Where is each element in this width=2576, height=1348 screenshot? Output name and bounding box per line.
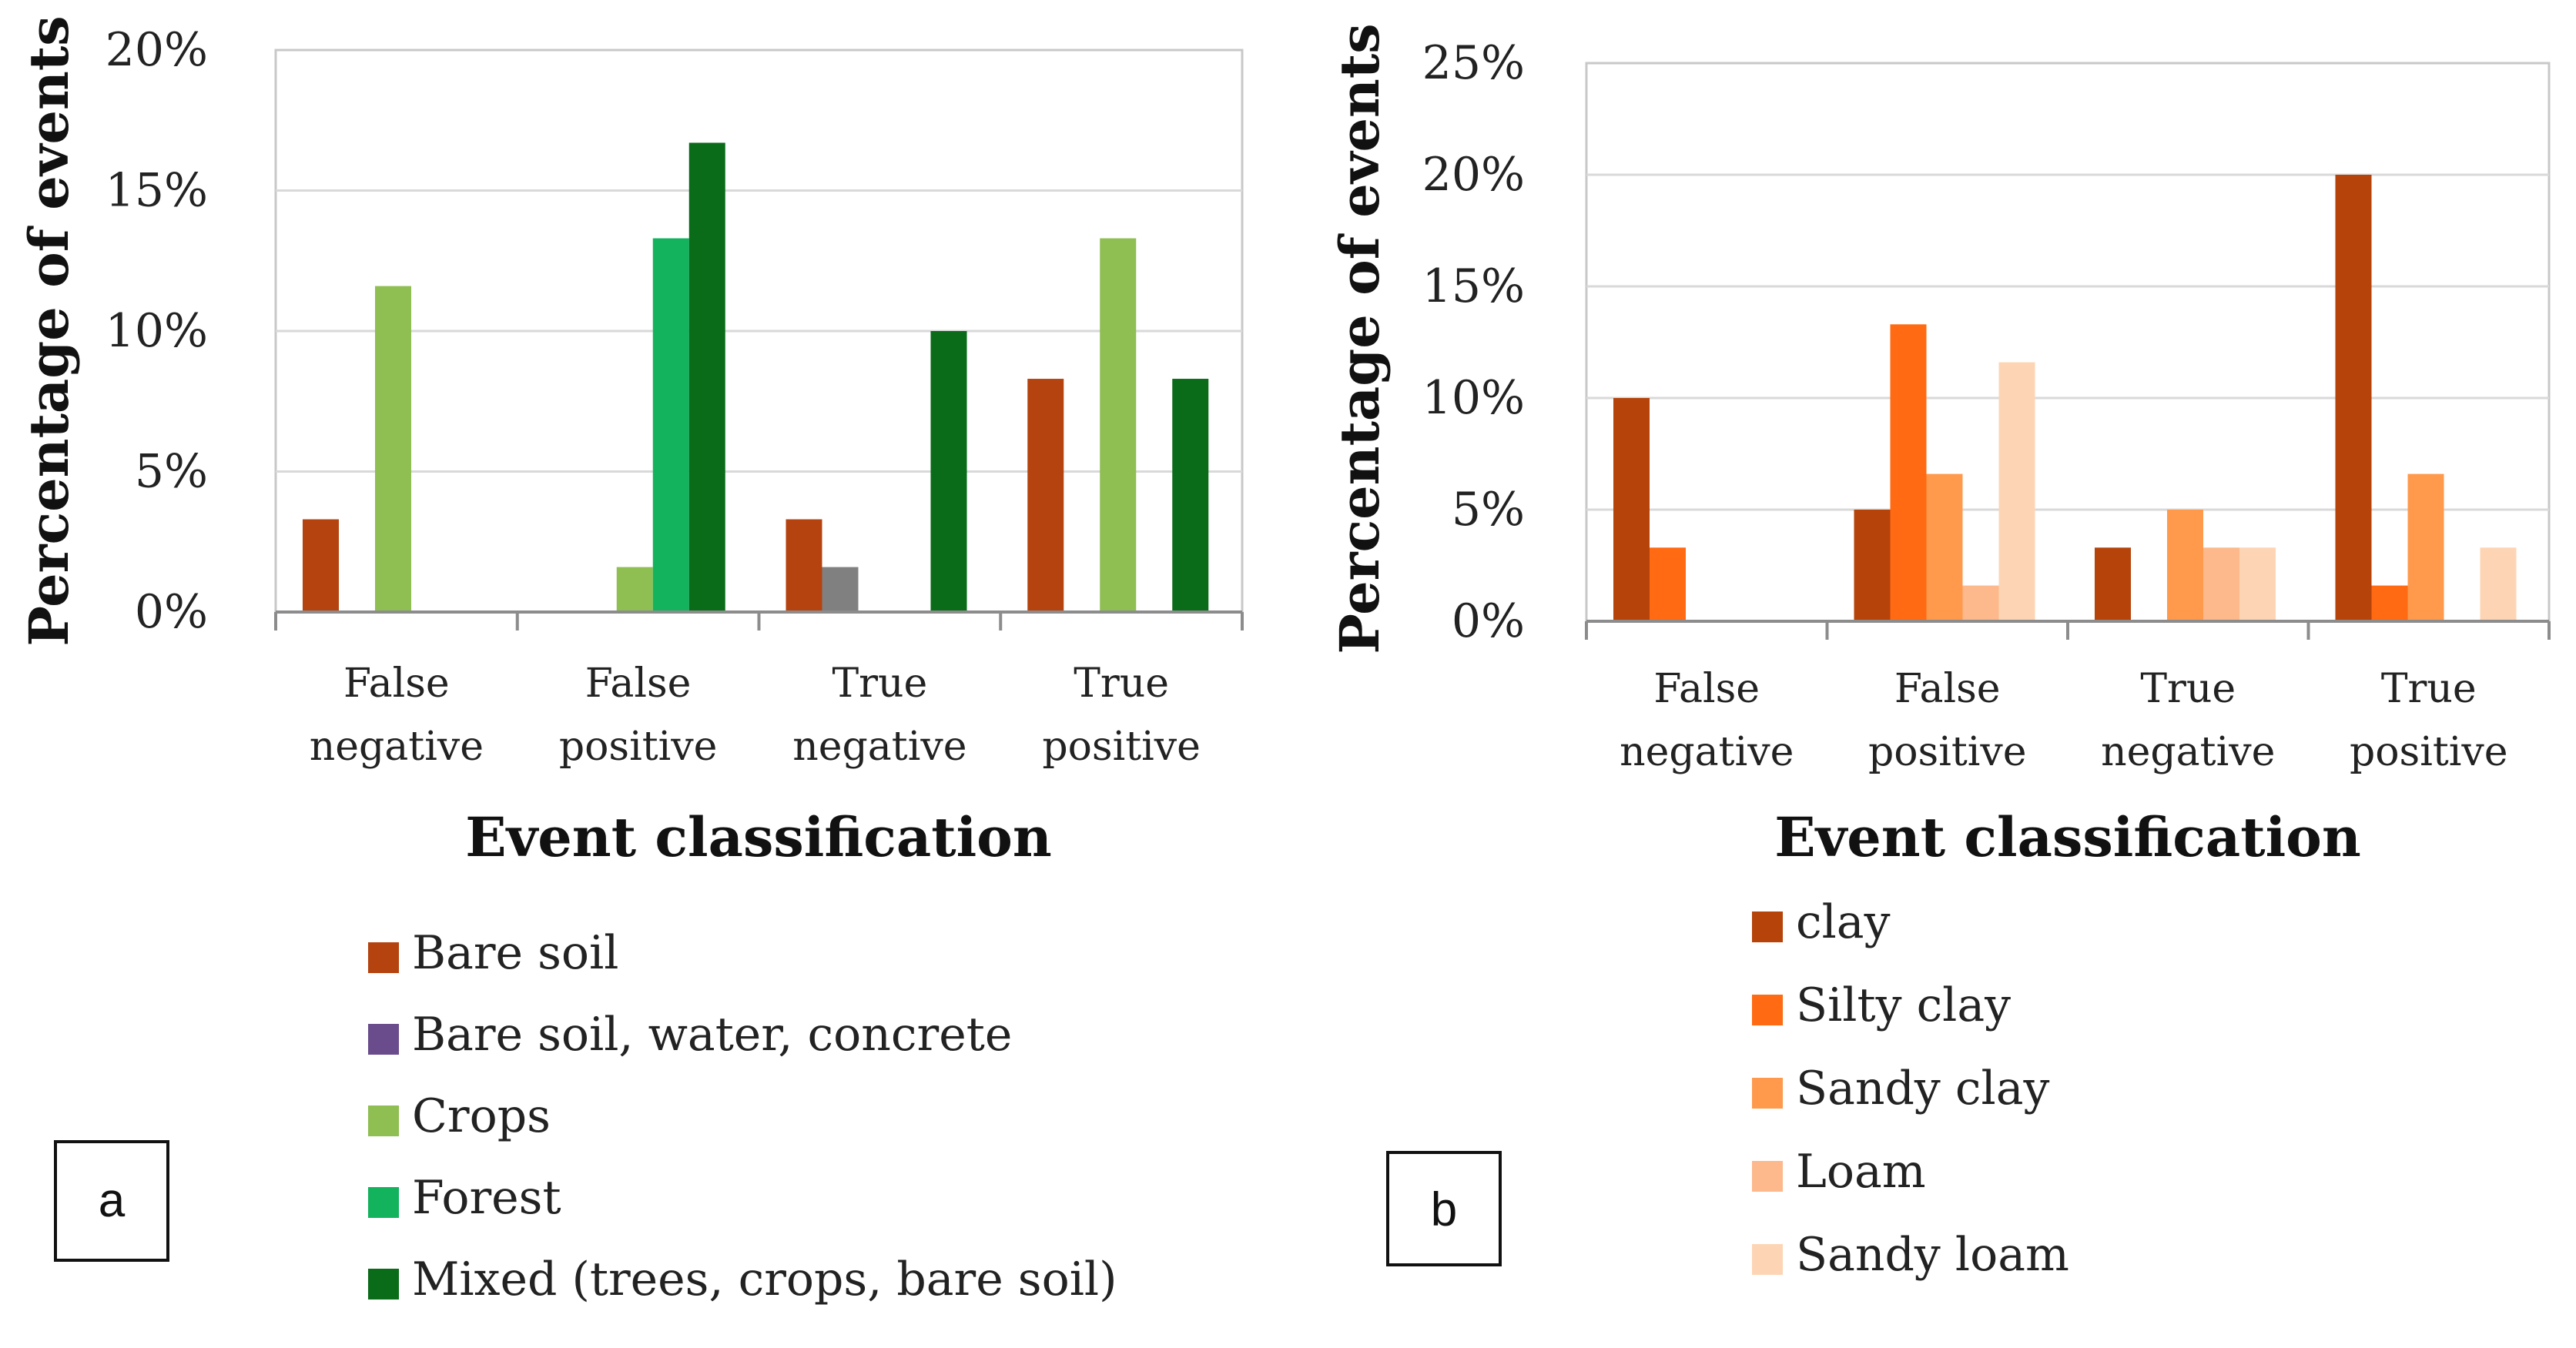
category-label: positive — [1868, 729, 2027, 775]
legend-swatch — [1752, 911, 1783, 942]
y-axis-title-a: Percentage of events — [17, 15, 81, 646]
legend-swatch — [368, 942, 399, 973]
y-tick-label: 20% — [1422, 148, 1525, 202]
bar — [688, 142, 725, 612]
legend-swatch — [1752, 1244, 1783, 1275]
legend-b: clay Silty clay Sandy clay Loam Sandy loam — [1752, 895, 2069, 1282]
legend-label: Silty clay — [1796, 978, 2011, 1032]
category-label: False — [585, 661, 692, 707]
legend-swatch — [368, 1024, 399, 1055]
bar — [2335, 175, 2372, 621]
bar — [2167, 510, 2203, 621]
legend-swatch — [368, 1105, 399, 1136]
y-tick-label: 25% — [1422, 36, 1525, 90]
legend-label: Loam — [1796, 1145, 1926, 1199]
bar — [1172, 379, 1209, 612]
category-labels-b: False negative False positive True negative Tr… — [1620, 666, 2507, 775]
bar — [2371, 585, 2408, 621]
y-tick-labels-a: 0% 5% 10% 15% 20% — [106, 23, 208, 639]
bar — [303, 519, 339, 612]
bar — [1613, 398, 1650, 621]
bar — [2239, 547, 2276, 621]
bar — [375, 286, 411, 612]
bar — [930, 331, 967, 612]
legend-label: Bare soil, water, concrete — [412, 1008, 1012, 1062]
panel-label-a: a — [99, 1174, 126, 1227]
legend-a: Bare soil Bare soil, water, concrete Crops… — [368, 926, 1117, 1306]
category-label: negative — [1620, 729, 1794, 775]
category-label: positive — [1042, 724, 1201, 770]
bar — [1650, 547, 1686, 621]
bar — [2095, 547, 2131, 621]
y-tick-label: 10% — [106, 304, 208, 358]
bars-a — [303, 142, 1209, 612]
y-tick-label: 10% — [1422, 371, 1525, 425]
legend-label: Bare soil — [412, 926, 618, 980]
bar — [1962, 585, 1999, 621]
category-label: positive — [559, 724, 718, 770]
bar — [2407, 473, 2444, 621]
bars-b — [1613, 175, 2517, 621]
bar — [2203, 547, 2239, 621]
bar — [1854, 510, 1891, 621]
bar — [1027, 379, 1064, 612]
category-label: negative — [310, 724, 484, 770]
chart-panel-a: 0% 5% 10% 15% 20% False negative False positive… — [17, 15, 1244, 1306]
bar — [1890, 324, 1927, 621]
y-tick-label: 5% — [1452, 483, 1525, 537]
y-tick-label: 5% — [135, 445, 208, 499]
category-label: False — [1653, 666, 1760, 712]
bar — [822, 567, 859, 612]
bar — [616, 567, 653, 612]
legend-swatch — [1752, 995, 1783, 1025]
legend-swatch — [368, 1269, 399, 1299]
bar — [1100, 238, 1137, 612]
bar — [1998, 362, 2035, 621]
x-axis-title-b: Event classification — [1774, 805, 2361, 869]
chart-panel-b: 0% 5% 10% 15% 20% 25% False negative False posit… — [1328, 23, 2551, 1282]
legend-label: Forest — [412, 1171, 561, 1225]
panel-label-box-b — [1386, 1151, 1502, 1266]
plot-area-b — [1585, 62, 2551, 623]
axes-b — [1585, 620, 2551, 640]
category-label: False — [1894, 666, 2001, 712]
bar — [2480, 547, 2517, 621]
legend-label: Mixed (trees, crops, bare soil) — [412, 1253, 1117, 1306]
gridlines-a — [276, 189, 1242, 473]
category-label: True — [2381, 666, 2477, 712]
y-tick-label: 0% — [135, 585, 208, 639]
y-axis-title-b: Percentage of events — [1328, 23, 1392, 654]
category-label: True — [2140, 666, 2236, 712]
bar — [1926, 473, 1963, 621]
category-label: False — [343, 661, 450, 707]
legend-label: Sandy clay — [1796, 1062, 2049, 1116]
category-label: True — [832, 661, 927, 707]
y-tick-label: 20% — [106, 23, 208, 77]
y-tick-label: 0% — [1452, 594, 1525, 648]
legend-swatch — [1752, 1078, 1783, 1109]
legend-swatch — [368, 1187, 399, 1218]
bar — [652, 238, 689, 612]
gridlines-b — [1586, 173, 2549, 511]
panel-label-box-a — [54, 1140, 169, 1262]
category-label: negative — [792, 724, 966, 770]
category-label: True — [1074, 661, 1169, 707]
y-tick-label: 15% — [1422, 259, 1525, 313]
axes-a — [274, 610, 1244, 631]
y-tick-label: 15% — [106, 164, 208, 218]
bar — [786, 519, 822, 612]
legend-label: Sandy loam — [1796, 1228, 2069, 1282]
legend-label: clay — [1796, 895, 1891, 949]
panel-label-b: b — [1431, 1183, 1457, 1236]
x-axis-title-a: Event classification — [465, 805, 1052, 869]
category-label: positive — [2350, 729, 2508, 775]
category-label: negative — [2101, 729, 2275, 775]
legend-swatch — [1752, 1161, 1783, 1192]
y-tick-labels-b: 0% 5% 10% 15% 20% 25% — [1422, 36, 1525, 648]
category-labels-a: False negative False positive True negative Tr… — [310, 661, 1201, 770]
legend-label: Crops — [412, 1089, 551, 1143]
